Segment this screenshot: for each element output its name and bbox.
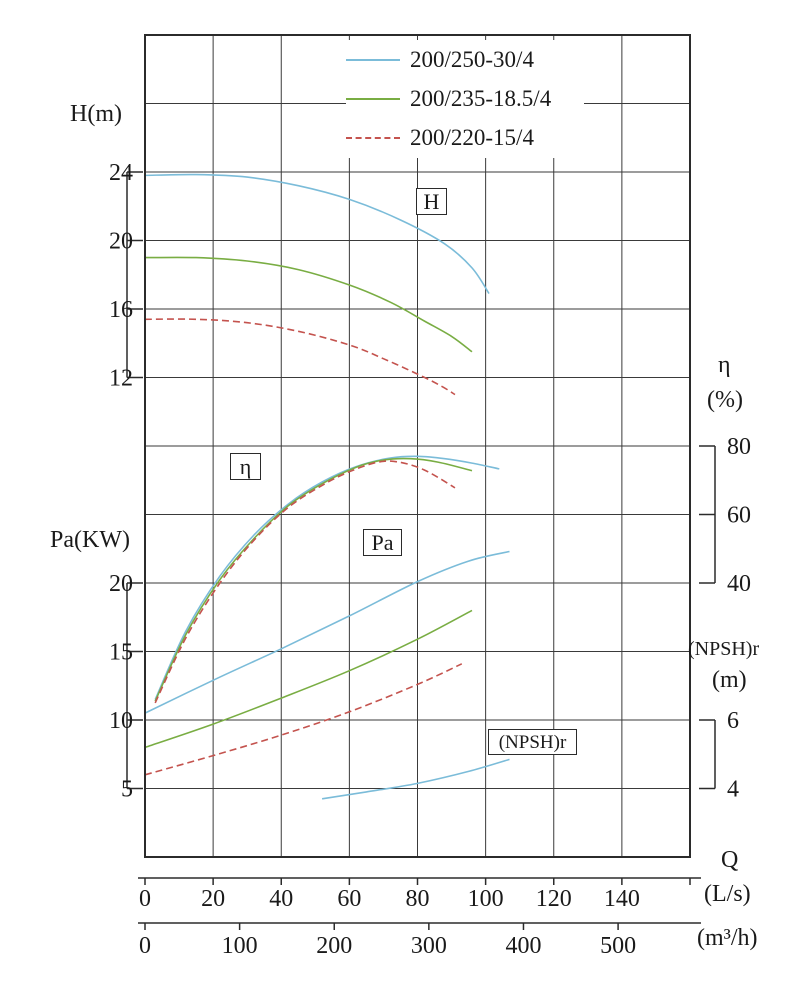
grid [144, 34, 691, 858]
npsh-axis-unit: (m) [712, 667, 747, 693]
q-axis-unit-m3h: (m³/h) [697, 925, 758, 951]
q-axis-unit-ls: (L/s) [704, 881, 751, 907]
h-curve-200-250-30-4 [144, 173, 490, 295]
npsh-axis-bracket [699, 719, 716, 790]
pa-curve-label-box: Pa [363, 529, 402, 556]
q-m3h-tick-label: 200 [316, 933, 352, 959]
eta-axis-tick-label: 60 [727, 503, 751, 529]
q-ls-tick-label: 60 [337, 886, 361, 912]
pa-axis-tick-label: 10 [109, 708, 133, 734]
h-curve-200-220-15-4 [144, 318, 456, 396]
legend-item: 200/235-18.5/4 [346, 84, 584, 114]
npsh-axis-tick-label: 4 [727, 777, 739, 803]
pa-axis-tick-label: 15 [109, 640, 133, 666]
q-ls-tick-label: 100 [468, 886, 504, 912]
legend-label: 200/250-30/4 [410, 47, 534, 72]
q-m3h-tick-label: 100 [222, 933, 258, 959]
h-axis-tick-label: 20 [109, 229, 133, 255]
legend-line-sample [346, 137, 400, 139]
eta-axis-unit: (%) [707, 387, 743, 413]
h-axis-bracket [126, 171, 143, 379]
pa-curve-200-220-15-4 [144, 663, 463, 776]
plot-border [144, 34, 691, 858]
pa-axis-tick-label: 5 [121, 777, 133, 803]
pa-axis-bracket [126, 582, 143, 790]
q-ls-tick-label: 120 [536, 886, 572, 912]
npsh-curve-200-250-30-4 [321, 758, 510, 800]
eta-axis-tick-label: 80 [727, 434, 751, 460]
legend-label: 200/220-15/4 [410, 125, 534, 150]
pa-axis-tick-label: 20 [109, 571, 133, 597]
npsh-curve-label-box: (NPSH)r [488, 729, 577, 755]
q-m3h-tick-label: 300 [411, 933, 447, 959]
q-ls-tick-label: 20 [201, 886, 225, 912]
eta-axis-tick-label: 40 [727, 571, 751, 597]
h-axis-title: H(m) [70, 101, 122, 127]
eta-curve-200-235-18-5-4 [154, 457, 473, 702]
npsh-axis-title: (NPSH)r [688, 638, 760, 660]
q-ls-tick-label: 40 [269, 886, 293, 912]
legend-label: 200/235-18.5/4 [410, 86, 552, 111]
pa-curve-200-235-18-5-4 [144, 609, 473, 749]
h-axis-tick-label: 12 [109, 366, 133, 392]
eta-curve-200-250-30-4 [154, 455, 500, 700]
pa-curve-200-250-30-4 [144, 550, 510, 714]
eta-axis-title: η [718, 352, 731, 378]
pa-axis-title: Pa(KW) [50, 527, 130, 553]
legend-line-sample [346, 98, 400, 100]
q-ls-tick-label: 140 [604, 886, 640, 912]
q-axis-m3h [138, 922, 701, 930]
legend-line-sample [346, 59, 400, 61]
q-axis-ls [138, 877, 701, 885]
h-curve-200-235-18-5-4 [144, 256, 473, 353]
eta-curve-label-box: η [230, 453, 261, 480]
q-ls-tick-label: 0 [139, 886, 151, 912]
legend-item: 200/250-30/4 [346, 45, 584, 75]
q-axis-title: Q [721, 847, 739, 873]
legend-item: 200/220-15/4 [346, 123, 584, 153]
npsh-axis-tick-label: 6 [727, 708, 739, 734]
h-axis-tick-label: 24 [109, 160, 133, 186]
eta-axis-bracket [699, 445, 716, 584]
h-axis-tick-label: 16 [109, 297, 133, 323]
eta-curve-200-220-15-4 [154, 460, 456, 704]
chart-legend: 200/250-30/4 200/235-18.5/4 200/220-15/4 [346, 40, 584, 158]
q-m3h-tick-label: 400 [505, 933, 541, 959]
q-m3h-tick-label: 500 [600, 933, 636, 959]
h-curve-label-box: H [416, 188, 447, 215]
q-ls-tick-label: 80 [406, 886, 430, 912]
q-m3h-tick-label: 0 [139, 933, 151, 959]
